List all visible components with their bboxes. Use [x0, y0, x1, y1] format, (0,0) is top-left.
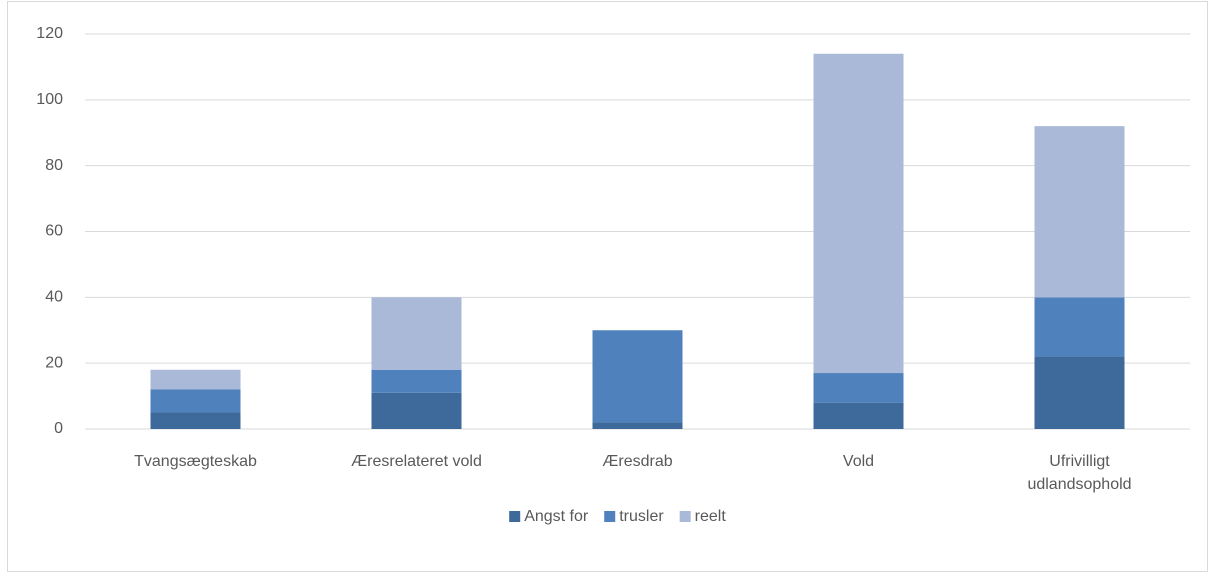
legend-swatch [509, 511, 521, 522]
y-tick-label: 120 [36, 25, 63, 42]
y-tick-label: 100 [36, 91, 63, 108]
bar-segment [1034, 126, 1125, 298]
x-tick-label: Tvangsægteskab [134, 453, 257, 470]
y-tick-label: 80 [45, 157, 63, 174]
chart-border [7, 1, 1208, 572]
bar-segment [371, 392, 462, 429]
legend-label: reelt [695, 508, 727, 525]
y-tick-label: 40 [45, 289, 63, 306]
bar-segment [813, 373, 904, 403]
bar-segment [813, 402, 904, 429]
y-tick-label: 0 [54, 420, 63, 437]
legend-label: trusler [619, 508, 664, 525]
y-tick-label: 20 [45, 354, 63, 371]
bar-segment [1034, 297, 1125, 357]
bar-segment [150, 412, 241, 429]
bar-segment [150, 389, 241, 413]
x-tick-label: Æresrelateret vold [351, 453, 482, 470]
x-tick-label: Ufrivilligt udlandsophold [1027, 453, 1132, 493]
bar-segment [813, 53, 904, 374]
legend-label: Angst for [524, 508, 589, 525]
bar-segment [371, 297, 462, 370]
y-tick-label: 60 [45, 223, 63, 240]
bar-segment [1034, 356, 1125, 429]
bar-segment [150, 369, 241, 390]
legend-swatch [679, 511, 691, 522]
bar-segment [592, 330, 683, 423]
x-tick-label: Æresdrab [602, 453, 673, 470]
legend-swatch [604, 511, 616, 522]
bar-segment [371, 369, 462, 393]
bar-segment [592, 422, 683, 429]
x-tick-label: Vold [842, 453, 875, 470]
